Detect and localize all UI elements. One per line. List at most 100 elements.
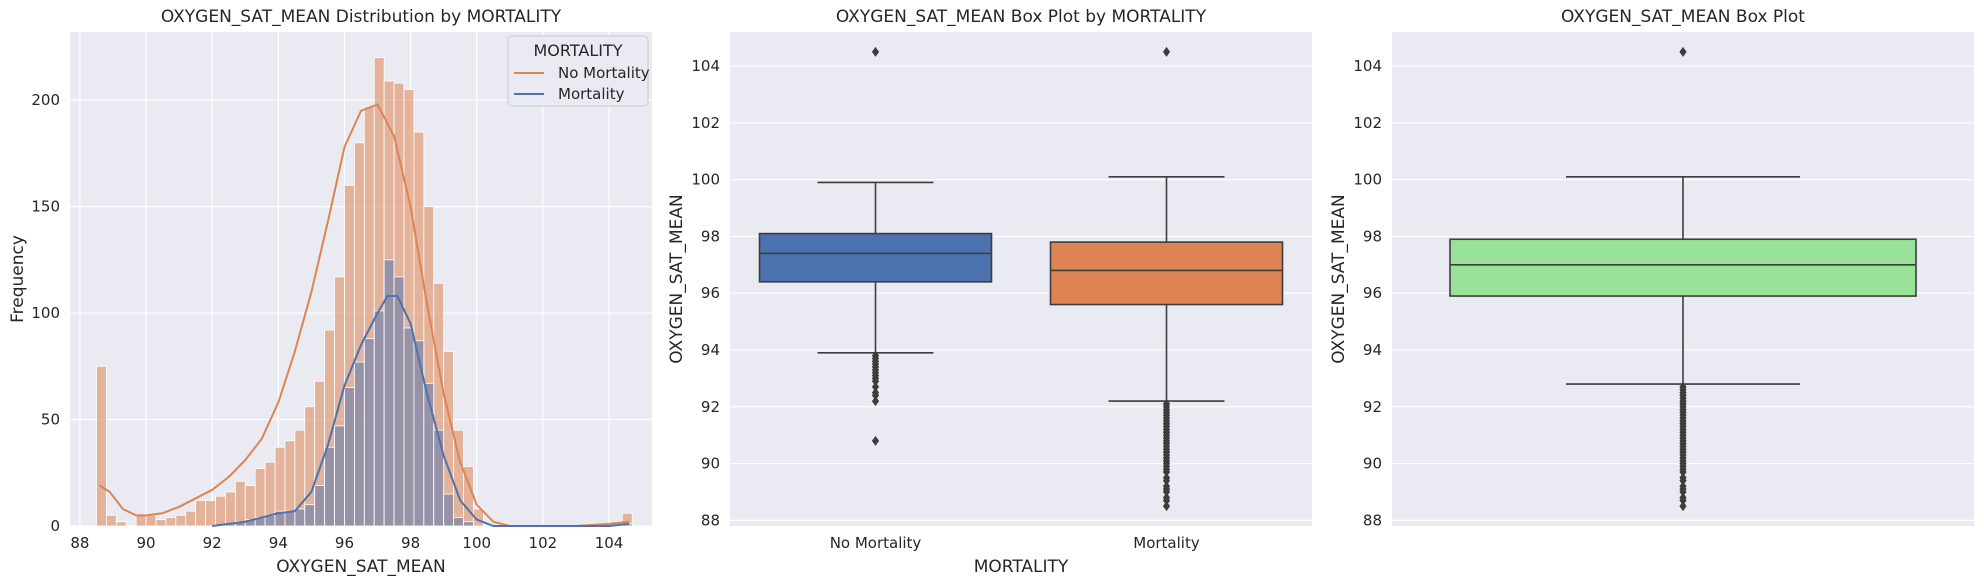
- histogram-x-tick-label: 100: [462, 534, 491, 552]
- grouped-boxplot-x-tick-label: Mortality: [1133, 534, 1200, 552]
- y-tick-label: 100: [1353, 171, 1382, 189]
- histogram-y-tick-label: 0: [50, 517, 60, 535]
- box-outlier: [1679, 486, 1687, 497]
- box-outlier: [1162, 475, 1171, 486]
- panel-grouped-boxplot: 88 90 92 94 96 98 100 102 104 No Mortality Mortal…: [667, 7, 1312, 577]
- y-tick-label: 96: [1363, 284, 1382, 302]
- panel-overall-boxplot: 88 90 92 94 96 98 100 102 104 OXYGEN_SAT_MEAN Bo…: [1329, 7, 1974, 529]
- y-tick-label: 90: [701, 455, 720, 473]
- grouped-boxplot-boxes: [758, 46, 1284, 512]
- box-iqr: [1049, 241, 1284, 306]
- box-outlier: [1679, 495, 1687, 506]
- legend-title: MORTALITY: [533, 41, 622, 60]
- histogram-x-tick-label: 98: [401, 534, 420, 552]
- histogram-bar-mortality: [363, 338, 375, 527]
- y-tick-label: 92: [1363, 398, 1382, 416]
- y-tick-label: 102: [1353, 114, 1382, 132]
- histogram-bar-mortality: [304, 504, 316, 527]
- y-tick-label: 94: [701, 341, 720, 359]
- histogram-bar-mortality: [393, 276, 405, 527]
- histogram-bar-no-mortality: [135, 514, 147, 527]
- histogram-bar-mortality: [314, 485, 326, 527]
- grouped-boxplot-x-tick-label: No Mortality: [830, 534, 922, 552]
- box-outlier: [871, 376, 880, 387]
- grouped-boxplot-y-axis-label: OXYGEN_SAT_MEAN: [667, 194, 687, 364]
- y-tick-label: 90: [1363, 455, 1382, 473]
- histogram-bar-no-mortality: [155, 519, 167, 527]
- histogram-bar-mortality: [433, 429, 445, 527]
- histogram-bar-no-mortality: [234, 480, 246, 527]
- box-outlier: [1679, 46, 1687, 57]
- box-outlier: [1162, 495, 1171, 506]
- histogram-y-tick-label: 200: [31, 91, 60, 109]
- histogram-bar-no-mortality: [225, 491, 236, 527]
- histogram-bar-no-mortality: [105, 514, 117, 527]
- box-outlier: [1679, 475, 1687, 486]
- histogram-bar-no-mortality: [145, 514, 157, 527]
- histogram-x-tick-label: 102: [529, 534, 558, 552]
- y-tick-label: 94: [1363, 341, 1382, 359]
- histogram-bar-mortality: [413, 340, 425, 527]
- box-outlier: [1162, 486, 1171, 497]
- box-outlier: [871, 390, 880, 401]
- histogram-y-tick-labels: 0 50 100 150 200: [31, 91, 60, 535]
- histogram-bar-mortality: [324, 446, 335, 527]
- histogram-y-tick-label: 50: [41, 411, 60, 429]
- y-tick-label: 104: [1353, 57, 1382, 75]
- legend-label-no-mortality: No Mortality: [558, 64, 650, 82]
- histogram-bar-mortality: [403, 327, 415, 527]
- histogram-x-tick-labels: 88 90 92 94 96 98 100 102 104: [70, 534, 623, 552]
- overall-boxplot-y-axis-label: OXYGEN_SAT_MEAN: [1329, 194, 1349, 364]
- histogram-kde-lines: [99, 103, 630, 527]
- histogram-bar-no-mortality: [215, 495, 226, 527]
- y-tick-label: 102: [691, 114, 720, 132]
- grouped-boxplot-x-tick-labels: No Mortality Mortality: [830, 534, 1200, 552]
- histogram-bar-mortality: [373, 310, 385, 527]
- legend-label-mortality: Mortality: [558, 85, 625, 103]
- histogram-bar-mortality: [344, 387, 355, 527]
- panel-histogram: 88 90 92 94 96 98 100 102 104 0 50 100 150 200 OXYGE…: [8, 7, 652, 577]
- histogram-y-tick-label: 100: [31, 304, 60, 322]
- y-tick-label: 98: [701, 227, 720, 245]
- box-iqr: [758, 232, 993, 283]
- histogram-bar-no-mortality: [205, 500, 216, 527]
- histogram-bar-mortality: [284, 510, 296, 527]
- histogram-x-tick-label: 90: [137, 534, 156, 552]
- histogram-bar-mortality: [334, 425, 345, 527]
- histogram-bar-mortality: [453, 517, 464, 527]
- histogram-x-axis-label: OXYGEN_SAT_MEAN: [276, 557, 446, 577]
- histogram-bar-mortality: [463, 521, 474, 527]
- box-outlier: [871, 381, 880, 392]
- box-outlier: [1679, 467, 1687, 478]
- y-tick-label: 88: [701, 511, 720, 529]
- box-outlier: [871, 435, 880, 446]
- box-outlier: [1679, 501, 1687, 512]
- y-tick-label: 92: [701, 398, 720, 416]
- histogram-bar-no-mortality: [96, 365, 107, 527]
- box-outlier: [1162, 501, 1171, 512]
- y-tick-label: 100: [691, 171, 720, 189]
- histogram-bar-no-mortality: [195, 500, 206, 527]
- histogram-bar-mortality: [294, 508, 306, 527]
- grouped-boxplot-y-tick-labels: 88 90 92 94 96 98 100 102 104: [691, 57, 720, 529]
- histogram-bar-no-mortality: [473, 508, 484, 527]
- y-tick-label: 96: [701, 284, 720, 302]
- histogram-bar-no-mortality: [175, 514, 187, 527]
- box-outlier: [871, 46, 880, 57]
- box-iqr: [1449, 238, 1917, 297]
- overall-boxplot-title: OXYGEN_SAT_MEAN Box Plot: [1561, 7, 1805, 27]
- histogram-x-tick-label: 94: [269, 534, 288, 552]
- histogram-bar-mortality: [443, 493, 454, 527]
- histogram-x-tick-label: 96: [335, 534, 354, 552]
- histogram-bar-mortality: [423, 382, 435, 527]
- legend-frame: [507, 35, 649, 107]
- histogram-bar-no-mortality: [115, 521, 127, 527]
- histogram-title: OXYGEN_SAT_MEAN Distribution by MORTALIT…: [161, 7, 562, 27]
- histogram-bar-no-mortality: [165, 517, 177, 527]
- y-tick-label: 98: [1363, 227, 1382, 245]
- histogram-x-tick-label: 104: [595, 534, 624, 552]
- histogram-x-tick-label: 88: [70, 534, 89, 552]
- histogram-bars: [96, 57, 633, 527]
- box-outlier: [1162, 46, 1171, 57]
